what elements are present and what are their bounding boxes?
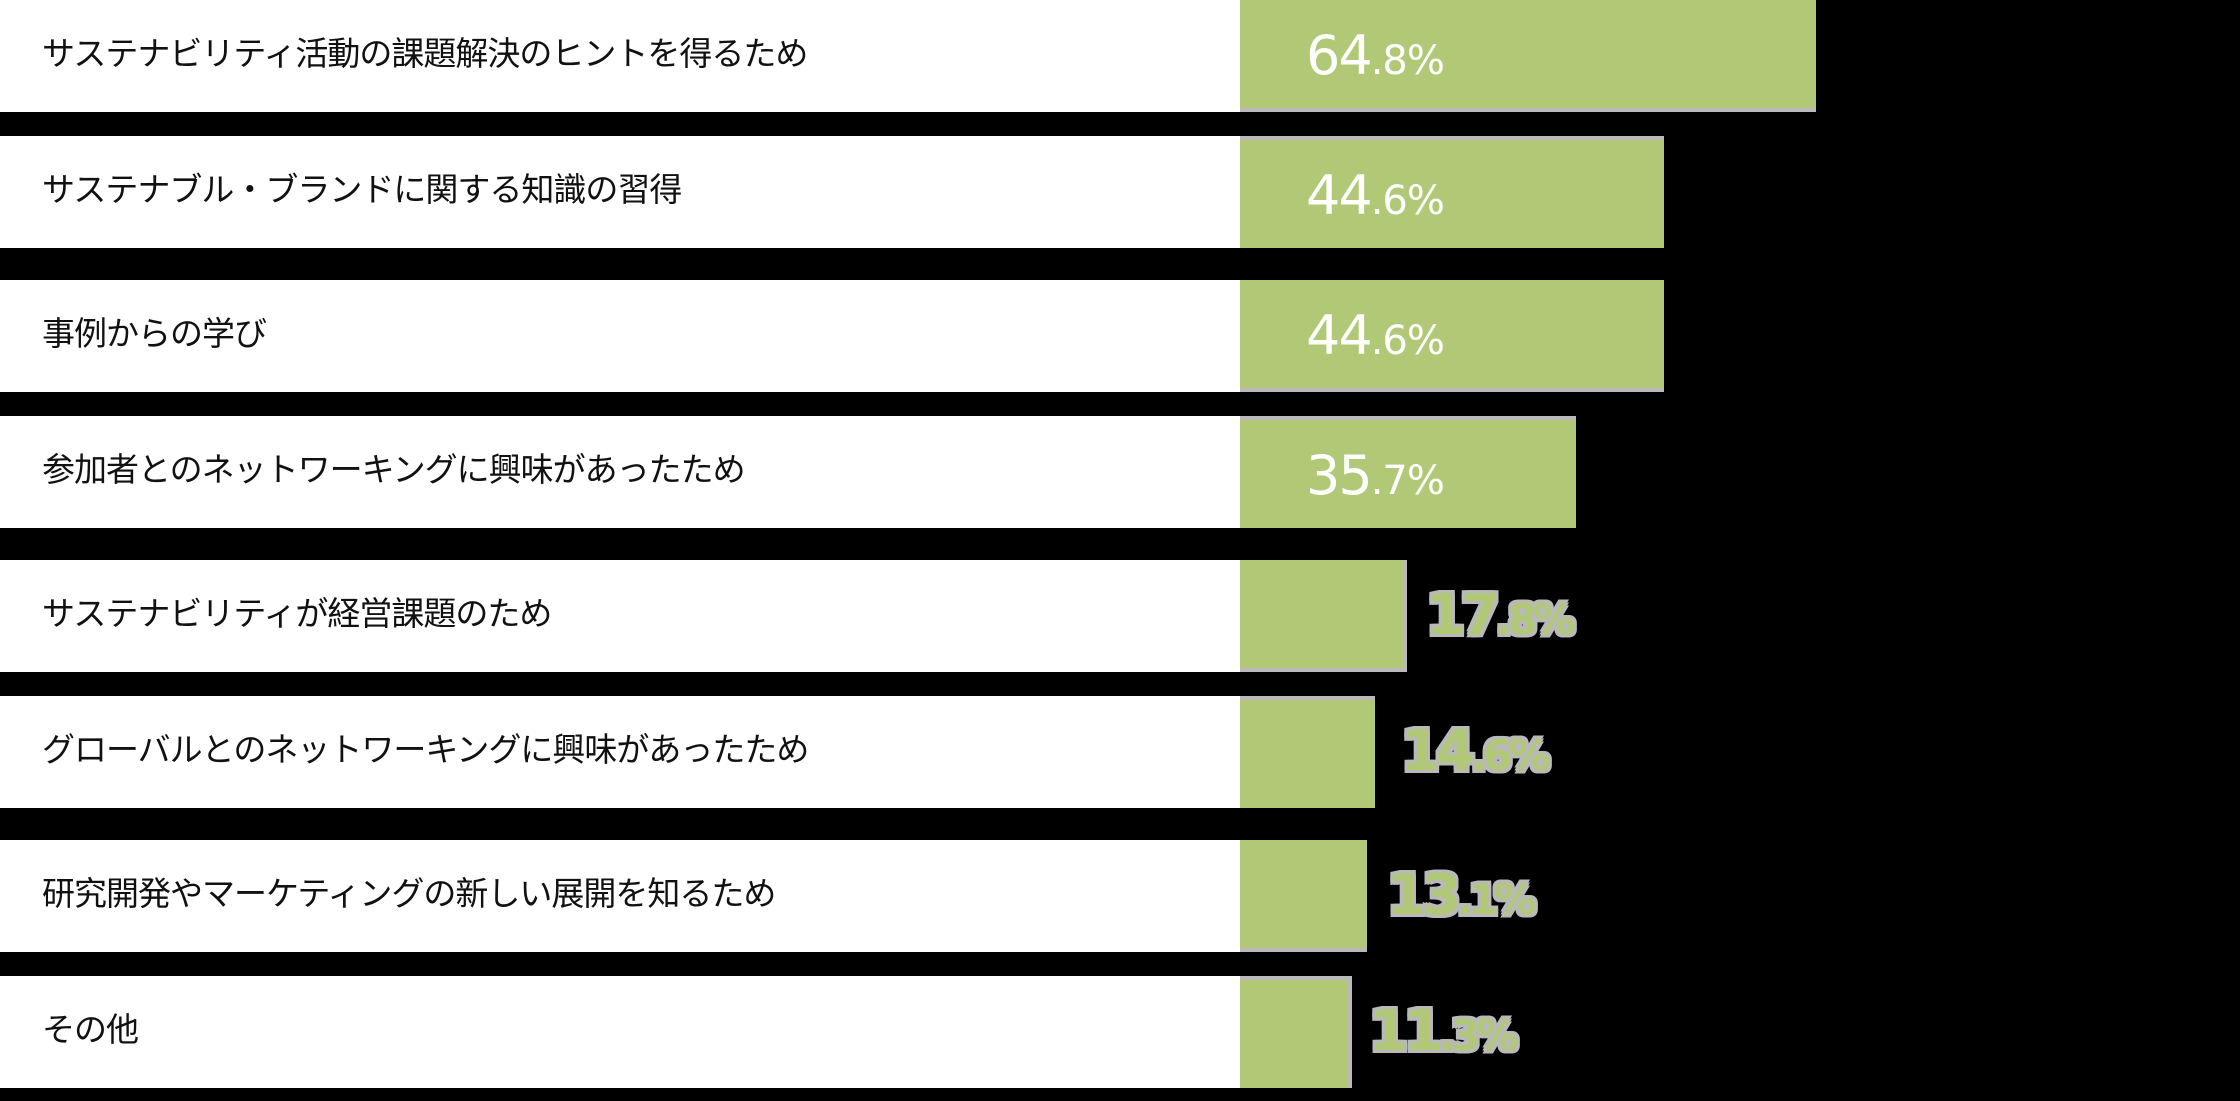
bar: [1240, 560, 1407, 672]
value-integer: 35: [1306, 444, 1373, 507]
value-label: 44.6%: [1306, 140, 1445, 252]
category-label: その他: [42, 1010, 139, 1049]
value-label: 17.8%: [1426, 560, 1575, 672]
category-label: 参加者とのネットワーキングに興味があったため: [42, 450, 746, 489]
bar: [1240, 840, 1367, 952]
value-decimal: .8%: [1370, 38, 1445, 84]
value-decimal: .6%: [1370, 178, 1445, 224]
value-integer: 64: [1306, 24, 1373, 87]
category-label: グローバルとのネットワーキングに興味があったため: [42, 730, 809, 769]
row-label-background: [0, 696, 1240, 808]
row-label-background: [0, 136, 1240, 248]
bar: 44.6%: [1240, 280, 1664, 392]
category-label: 研究開発やマーケティングの新しい展開を知るため: [42, 874, 776, 913]
value-label: 13.1%: [1387, 840, 1536, 952]
value-decimal: .7%: [1370, 458, 1445, 504]
value-label: 14.6%: [1401, 696, 1550, 808]
bar: 64.8%: [1240, 0, 1816, 112]
bar: [1240, 696, 1375, 808]
row-label-background: [0, 560, 1240, 672]
row-label-background: [0, 0, 1240, 112]
value-label: 11.3%: [1369, 976, 1518, 1088]
bar: [1240, 976, 1352, 1088]
value-decimal: .3%: [1438, 1011, 1518, 1060]
row-label-background: [0, 840, 1240, 952]
category-label: 事例からの学び: [42, 314, 267, 353]
bar: 44.6%: [1240, 136, 1664, 248]
value-integer: 14: [1401, 719, 1475, 784]
value-decimal: .8%: [1495, 595, 1575, 644]
value-integer: 44: [1306, 304, 1373, 367]
value-label: 35.7%: [1306, 420, 1445, 532]
value-label: 44.6%: [1306, 280, 1445, 392]
value-integer: 11: [1369, 999, 1443, 1064]
category-label: サステナビリティが経営課題のため: [42, 594, 552, 633]
row-label-background: [0, 976, 1240, 1088]
value-label: 64.8%: [1306, 0, 1445, 112]
bar: 35.7%: [1240, 416, 1576, 528]
value-decimal: .1%: [1456, 875, 1536, 924]
row-label-background: [0, 280, 1240, 392]
value-integer: 13: [1387, 863, 1461, 928]
value-decimal: .6%: [1370, 318, 1445, 364]
value-integer: 17: [1426, 583, 1500, 648]
category-label: サステナビリティ活動の課題解決のヒントを得るため: [42, 34, 808, 73]
row-label-background: [0, 416, 1240, 528]
value-integer: 44: [1306, 164, 1373, 227]
category-label: サステナブル・ブランドに関する知識の習得: [42, 170, 682, 209]
value-decimal: .6%: [1470, 731, 1550, 780]
